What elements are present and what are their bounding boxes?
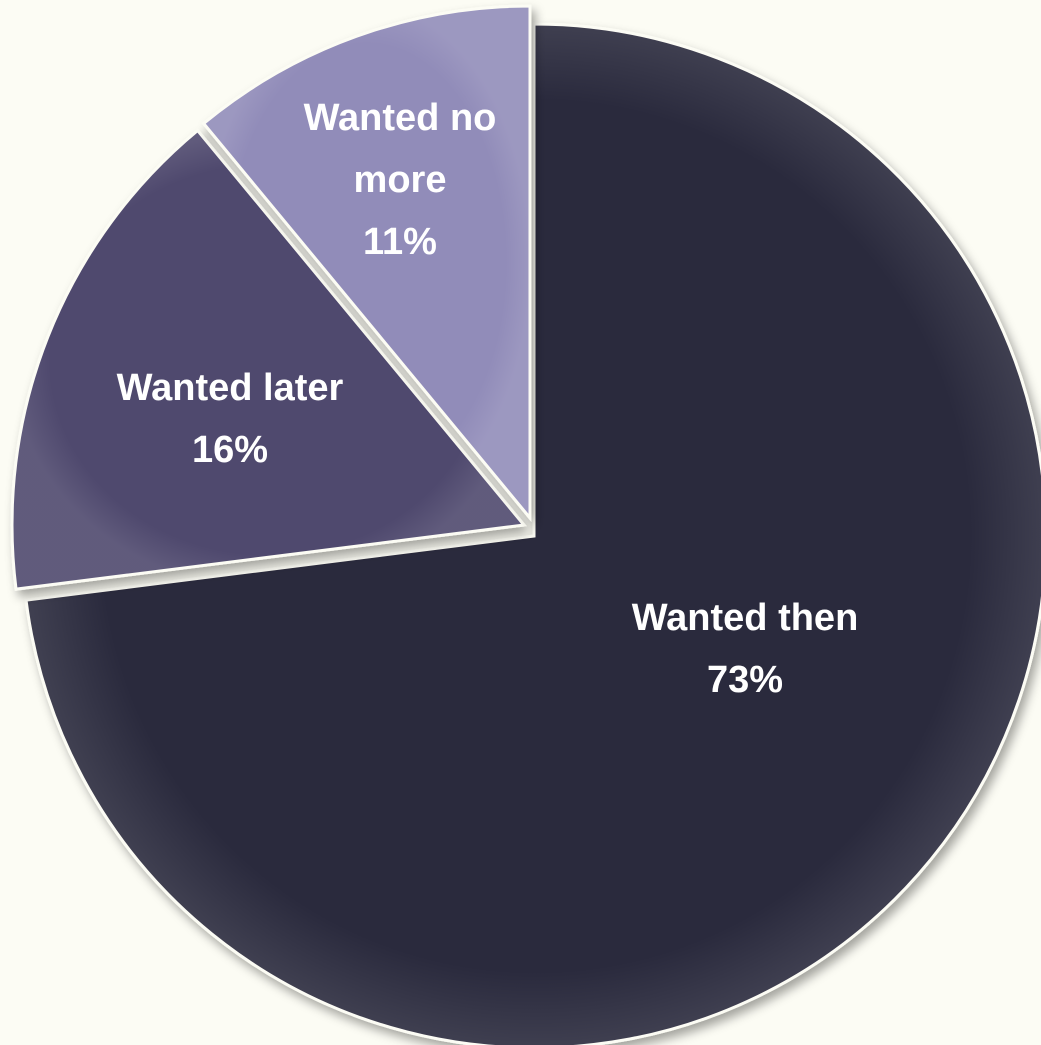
slice-label-3: Wanted no more 11% [304,97,497,263]
slice-value-label: 73% [707,659,783,701]
slice-value-label: 16% [192,429,268,471]
slice-category-label: more [354,159,447,201]
slice-category-label: Wanted later [117,367,344,409]
pie-slices [10,4,1041,1045]
pie-slice-sheen-1 [26,24,1041,1045]
pie-slice-sheen-3 [203,6,530,518]
slice-label-2: Wanted later 16% [117,367,344,471]
pie-labels: Wanted then 73% Wanted later 16% Wanted no mo… [117,97,859,701]
slice-value-label: 11% [363,221,437,263]
slice-label-1: Wanted then 73% [632,597,859,701]
slice-category-label: Wanted no [304,97,497,139]
pie-slice-sheen-2 [11,130,524,590]
slice-category-label: Wanted then [632,597,859,639]
